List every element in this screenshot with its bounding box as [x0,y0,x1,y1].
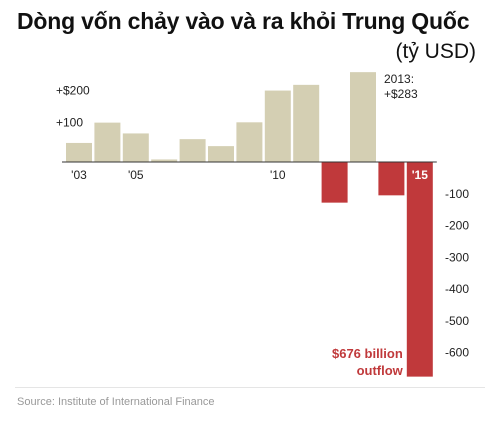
bar-2011 [293,84,320,162]
y-tick-label--400: -400 [445,282,469,296]
chart-title: Dòng vốn chảy vào và ra khỏi Trung Quốc [17,8,470,34]
y-tick-label--200: -200 [445,219,469,233]
bar-2006 [151,159,178,162]
bar-2008 [208,146,234,162]
y-tick-label--300: -300 [445,250,469,264]
y-tick-label-100: +100 [56,115,83,129]
divider [15,387,485,388]
y-tick-label--100: -100 [445,187,469,201]
bar-2013 [350,72,376,162]
x-tick-label-2005: '05 [128,168,144,182]
bar-2004 [94,122,121,162]
x-tick-label-2010: '10 [270,168,286,182]
x-tick-label-2015: '15 [412,168,429,182]
annotation-2013-line-1: 2013: [384,72,414,86]
x-tick-label-2003: '03 [71,168,87,182]
bar-2003 [66,142,92,162]
bar-2009 [236,122,263,162]
annotation-2015-line-2: outflow [357,363,404,378]
bar-2007 [179,139,206,162]
bar-2010 [264,90,291,162]
bar-2015 [406,162,433,377]
bar-2012 [321,162,348,203]
source-note: Source: Institute of International Finan… [17,396,215,408]
annotation-2013-line-2: +$283 [384,87,418,101]
y-tick-label-200: +$200 [56,84,90,98]
unit-label: (tỷ USD) [395,40,477,63]
y-tick-label--500: -500 [445,314,469,328]
bar-2014 [378,162,405,196]
y-tick-label--600: -600 [445,346,469,360]
annotation-2015-line-1: $676 billion [332,346,403,361]
bar-2005 [122,133,149,162]
